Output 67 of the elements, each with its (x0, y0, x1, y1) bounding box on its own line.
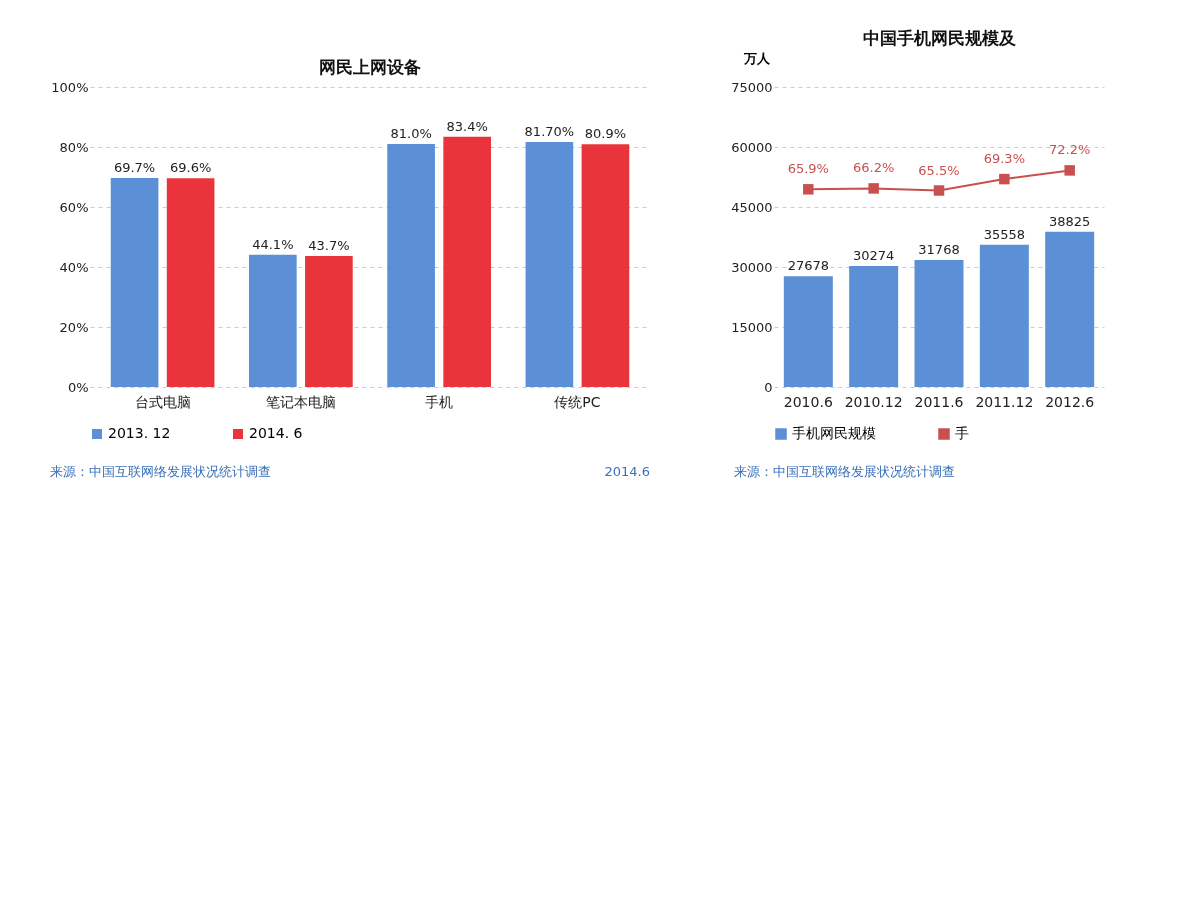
y-tick-label: 0% (67, 379, 89, 395)
data-label: 31768 (918, 241, 960, 257)
x-tick-label: 手机 (425, 393, 454, 410)
chart-title: 网民上网设备 (319, 57, 421, 77)
bar (387, 144, 435, 387)
data-label: 72.2% (1049, 142, 1091, 158)
x-tick-label: 2011.12 (975, 393, 1034, 410)
x-tick-label: 传统PC (554, 393, 601, 410)
bar (783, 276, 833, 387)
data-label: 81.0% (390, 126, 432, 141)
legend-label: 手 (955, 425, 969, 441)
data-label: 81.70% (524, 123, 575, 139)
data-label: 69.6% (169, 160, 212, 176)
y-tick-label: 0 (764, 379, 773, 395)
x-tick-label: 2012.6 (1045, 393, 1095, 410)
bar (581, 144, 630, 387)
source-note: 来源：中国互联网络发展状况统计调查 (50, 464, 271, 479)
y-tick-label: 60% (59, 199, 89, 215)
legend-label: 2013. 12 (108, 425, 171, 441)
legend-label: 手机网民规模 (792, 425, 876, 441)
data-label: 83.4% (446, 118, 488, 134)
data-label: 38825 (1049, 213, 1091, 229)
x-tick-label: 台式电脑 (134, 393, 191, 410)
bar (110, 177, 159, 387)
point (1064, 165, 1075, 176)
point (933, 185, 945, 196)
legend-label: 2014. 6 (249, 425, 303, 441)
y-tick-label: 100% (51, 79, 89, 95)
point (803, 184, 814, 195)
y-axis-title: 万人 (742, 50, 771, 66)
data-label: 65.9% (787, 161, 829, 177)
data-label: 69.3% (983, 151, 1025, 167)
data-label: 80.9% (584, 126, 627, 142)
text: 2014.6 (604, 464, 650, 479)
y-tick-label: 40% (59, 259, 89, 275)
y-tick-label: 75000 (731, 79, 773, 95)
point (999, 173, 1010, 185)
data-label: 30274 (852, 247, 895, 263)
bar (249, 254, 297, 387)
data-label: 69.7% (113, 159, 156, 175)
data-label: 35558 (983, 226, 1026, 242)
bar (979, 244, 1029, 387)
x-tick-label: 2010.12 (844, 393, 903, 410)
y-tick-label: 80% (59, 139, 89, 155)
bar (305, 255, 353, 387)
point (868, 183, 879, 194)
data-label: 43.7% (308, 237, 350, 253)
y-tick-label: 20% (59, 319, 89, 335)
bar (849, 265, 899, 387)
x-tick-label: 2010.6 (783, 393, 833, 410)
x-tick-label: 笔记本电脑 (265, 393, 336, 410)
bar (443, 136, 491, 387)
data-label: 27678 (787, 258, 829, 274)
y-tick-label: 60000 (731, 139, 773, 155)
data-label: 44.1% (252, 236, 294, 252)
x-tick-label: 2011.6 (914, 393, 964, 410)
chart-title: 中国手机网民规模及 (862, 28, 1017, 48)
bar (1045, 231, 1095, 387)
y-tick-label: 45000 (731, 199, 773, 215)
y-tick-label: 15000 (731, 319, 773, 335)
bar (525, 141, 574, 387)
data-label: 66.2% (853, 160, 895, 176)
data-label: 65.5% (918, 162, 960, 178)
y-tick-label: 30000 (731, 259, 773, 275)
bar (914, 259, 964, 387)
bar (166, 178, 215, 387)
source-note: 来源：中国互联网络发展状况统计调查 (734, 464, 955, 479)
